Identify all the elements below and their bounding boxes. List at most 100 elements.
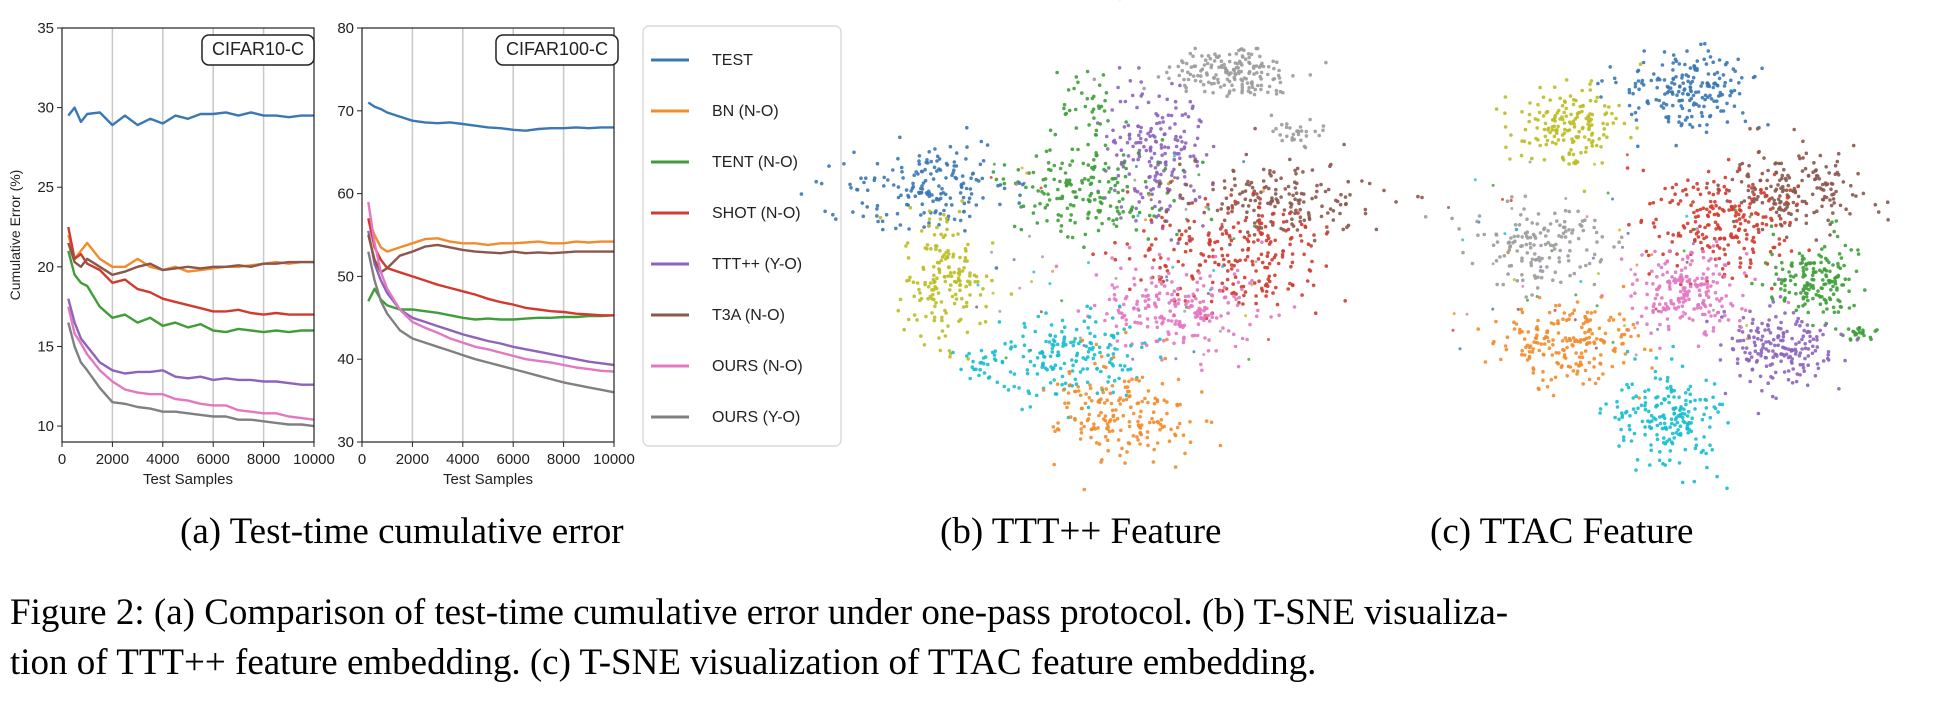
scatter-point (1533, 252, 1537, 256)
scatter-point (1652, 72, 1656, 76)
scatter-point (1257, 279, 1261, 284)
scatter-point (915, 281, 920, 285)
scatter-point (1324, 60, 1328, 65)
scatter-point (1691, 185, 1696, 190)
scatter-point (1156, 160, 1161, 165)
scatter-point (1693, 279, 1697, 283)
scatter-point (1540, 256, 1544, 261)
scatter-point (1055, 196, 1059, 201)
scatter-point (1718, 402, 1722, 407)
scatter-point (1254, 260, 1258, 264)
scatter-point (1803, 302, 1807, 306)
scatter-point (902, 327, 906, 332)
scatter-point (1564, 197, 1568, 200)
scatter-point (1178, 135, 1183, 139)
scatter-point (1706, 267, 1710, 271)
cifar100c-series-bn-n-o (367, 217, 614, 253)
scatter-point (1792, 127, 1796, 132)
scatter-point (1146, 293, 1150, 298)
scatter-point (1291, 224, 1296, 228)
scatter-point (1687, 289, 1691, 294)
scatter-point (964, 284, 968, 289)
scatter-point (1798, 156, 1802, 161)
scatter-point (1752, 199, 1756, 204)
scatter-point (1104, 134, 1109, 139)
scatter-point (1822, 267, 1827, 271)
scatter-point (1256, 227, 1261, 232)
scatter-point (1557, 303, 1562, 308)
scatter-point (1114, 224, 1119, 229)
scatter-point (1619, 235, 1624, 240)
scatter-point (1207, 242, 1212, 247)
scatter-point (1144, 218, 1147, 222)
scatter-point (1676, 428, 1680, 432)
scatter-point (1783, 283, 1787, 288)
scatter-point (1662, 78, 1667, 82)
scatter-point (1161, 120, 1165, 124)
scatter-point (1243, 57, 1248, 61)
scatter-point (1706, 295, 1711, 300)
scatter-point (1078, 393, 1083, 398)
scatter-point (1705, 319, 1709, 324)
scatter-point (1767, 318, 1771, 322)
scatter-point (1246, 179, 1250, 184)
scatter-point (901, 176, 905, 180)
scatter-point (1093, 361, 1097, 366)
scatter-point (1815, 362, 1820, 366)
scatter-point (1794, 291, 1798, 296)
scatter-point (931, 177, 936, 181)
scatter-point (1175, 232, 1179, 237)
scatter-point (1025, 368, 1030, 372)
scatter-point (1176, 301, 1180, 306)
scatter-point (1261, 189, 1265, 193)
scatter-point (1176, 287, 1181, 292)
scatter-point (1588, 88, 1593, 92)
scatter-point (1740, 307, 1744, 311)
scatter-point (1293, 211, 1297, 215)
scatter-point (1061, 388, 1066, 392)
scatter-point (939, 232, 943, 237)
scatter-point (1803, 291, 1808, 295)
scatter-point (1325, 225, 1329, 229)
scatter-point (1832, 201, 1836, 205)
scatter-point (1052, 462, 1056, 467)
scatter-point (1218, 227, 1223, 231)
scatter-point (1136, 214, 1140, 218)
scatter-point (1705, 275, 1709, 280)
scatter-point (1541, 369, 1545, 374)
scatter-point (1770, 295, 1774, 300)
scatter-point (1163, 151, 1167, 156)
scatter-point (1541, 352, 1546, 357)
scatter-point (1094, 128, 1099, 133)
scatter-point (1183, 309, 1187, 313)
scatter-point (1081, 161, 1086, 166)
scatter-point (1732, 88, 1737, 93)
scatter-point (1186, 299, 1190, 304)
scatter-point (1160, 381, 1165, 386)
scatter-point (1503, 95, 1508, 99)
scatter-point (1716, 410, 1720, 414)
scatter-point (1826, 350, 1831, 354)
scatter-point (1036, 189, 1040, 193)
scatter-point (1684, 402, 1688, 407)
scatter-point (1126, 154, 1131, 158)
scatter-point (1727, 208, 1731, 212)
scatter-point (1200, 54, 1204, 58)
scatter-point (1756, 194, 1760, 199)
scatter-point (1151, 187, 1155, 191)
scatter-point (1680, 73, 1685, 77)
scatter-point (1728, 93, 1732, 98)
scatter-point (1725, 120, 1730, 124)
scatter-point (1806, 347, 1811, 351)
scatter-point (1074, 195, 1079, 199)
scatter-point (1833, 163, 1838, 168)
scatter-point (1157, 274, 1162, 279)
scatter-point (1457, 227, 1461, 231)
scatter-point (1771, 232, 1776, 237)
scatter-point (960, 174, 965, 178)
scatter-point (1125, 385, 1130, 389)
scatter-point (1550, 249, 1554, 253)
cifar10c-y-axis-label: Cumulative Error (%) (7, 170, 23, 301)
scatter-point (1303, 145, 1308, 150)
scatter-point (1563, 225, 1567, 230)
